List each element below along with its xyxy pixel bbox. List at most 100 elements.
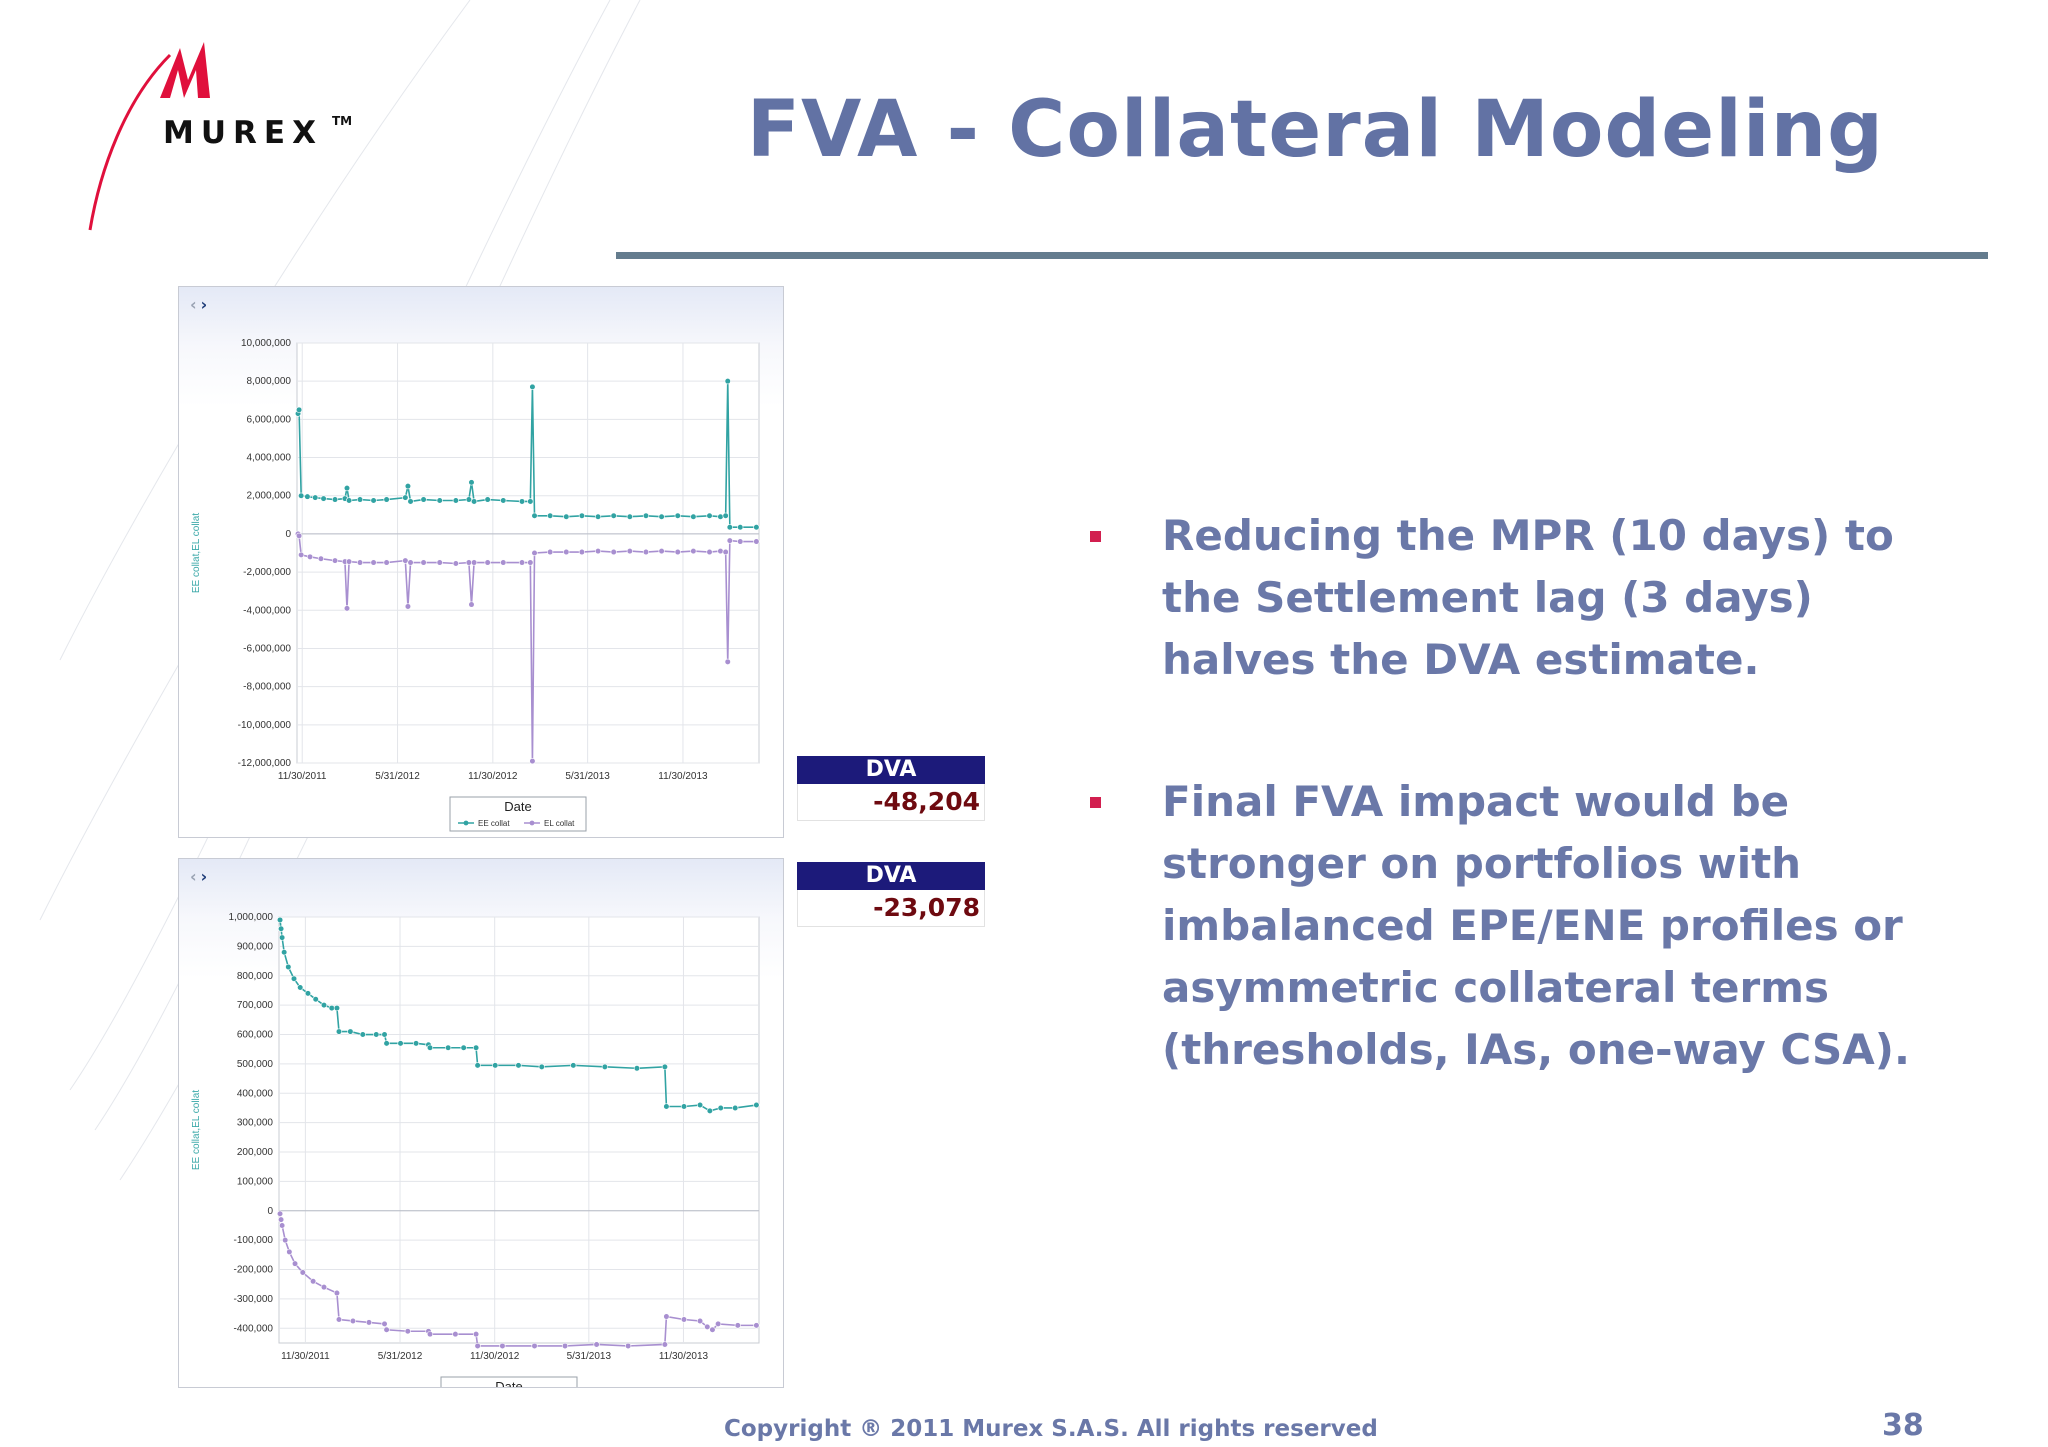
data-point [276, 916, 284, 924]
data-point [724, 658, 731, 665]
chevron-right-icon[interactable]: › [200, 867, 208, 886]
data-point [299, 1269, 306, 1276]
data-point [285, 963, 292, 971]
dva-value: -48,204 [797, 784, 985, 821]
data-point [465, 496, 472, 503]
y-tick-label: -6,000,000 [243, 643, 291, 654]
data-point [426, 1044, 434, 1051]
data-point [383, 559, 390, 566]
bullet-item: Final FVA impact would be stronger on po… [1090, 771, 1930, 1081]
data-point [383, 1040, 390, 1047]
data-point [531, 1342, 538, 1350]
y-tick-label: 400,000 [237, 1088, 274, 1099]
data-point [402, 494, 409, 501]
title-divider [616, 252, 1988, 259]
data-point [706, 512, 713, 519]
data-point [563, 548, 570, 556]
x-tick-label: 5/31/2012 [378, 1351, 423, 1362]
data-point [373, 1031, 380, 1038]
data-point [561, 1342, 569, 1350]
y-tick-label: 6,000,000 [247, 414, 292, 425]
y-axis-label: EE collat,EL collat [191, 513, 202, 593]
chevron-left-icon[interactable]: ‹ [190, 295, 197, 314]
data-point [370, 559, 377, 566]
data-point [320, 1002, 328, 1009]
data-point [404, 483, 412, 490]
data-point [328, 1004, 335, 1012]
data-point [658, 513, 665, 520]
y-tick-label: -8,000,000 [243, 682, 291, 693]
chevron-right-icon[interactable]: › [200, 295, 208, 314]
data-point [436, 497, 443, 504]
data-point [370, 497, 377, 504]
data-point [500, 559, 507, 566]
data-point [279, 934, 286, 941]
data-point [286, 1248, 293, 1256]
data-point [407, 498, 414, 505]
data-point [381, 1320, 388, 1328]
data-point [527, 559, 534, 566]
data-point [722, 512, 729, 519]
data-point [663, 1313, 670, 1320]
chart-nav: ‹ › [190, 867, 207, 886]
chart-panel-settlement-lag-3-days: ‹ › 1,000,000 900,000 800,000 700,000 600,000… [178, 858, 784, 1388]
data-point [279, 1222, 286, 1229]
data-point [610, 512, 617, 519]
data-point [706, 548, 713, 556]
data-point [570, 1062, 577, 1069]
data-point [753, 524, 760, 531]
data-point [356, 496, 364, 503]
data-point [484, 559, 491, 566]
data-point [661, 1063, 668, 1070]
data-point [674, 548, 681, 556]
data-point [470, 498, 478, 505]
data-point [426, 1331, 434, 1338]
y-axis-label: EE collat,EL collat [191, 1090, 202, 1170]
data-point [345, 558, 353, 565]
y-tick-label: 700,000 [237, 1000, 274, 1011]
data-point [468, 479, 475, 486]
data-point [298, 492, 305, 499]
murex-logo-icon [88, 42, 210, 231]
data-point [626, 513, 633, 520]
data-point [335, 1028, 343, 1035]
data-point [753, 1101, 760, 1109]
data-point [472, 1331, 480, 1338]
data-point [529, 383, 536, 391]
y-tick-label: 600,000 [237, 1030, 274, 1041]
data-point [359, 1031, 366, 1038]
data-point [753, 1322, 760, 1329]
data-point [460, 1044, 467, 1051]
y-tick-label: 500,000 [237, 1059, 274, 1070]
logo-text: MUREX [163, 115, 323, 151]
data-point [320, 495, 327, 502]
data-point [465, 559, 472, 566]
data-point [347, 1028, 354, 1035]
x-tick-label: 5/31/2013 [567, 1351, 612, 1362]
bullet-text: Final FVA impact would be stronger on po… [1162, 777, 1910, 1074]
data-point [356, 559, 364, 566]
x-tick-label: 11/30/2011 [278, 771, 327, 782]
y-tick-label: 200,000 [237, 1147, 274, 1158]
x-tick-label: 5/31/2013 [565, 771, 610, 782]
data-point [436, 559, 443, 566]
x-tick-label: 11/30/2012 [470, 1351, 520, 1362]
data-point [277, 1216, 285, 1223]
data-point [610, 548, 617, 556]
data-point [333, 1289, 341, 1297]
data-point [680, 1103, 688, 1110]
copyright-footer: Copyright ® 2011 Murex S.A.S. All rights… [724, 1416, 1378, 1442]
data-point [474, 1342, 481, 1350]
chevron-left-icon[interactable]: ‹ [190, 867, 197, 886]
data-point [474, 1062, 481, 1069]
y-tick-label: -100,000 [234, 1235, 274, 1246]
data-point [333, 1004, 341, 1012]
y-tick-label: 0 [285, 529, 291, 540]
data-point [594, 513, 602, 520]
x-tick-label: 11/30/2013 [658, 771, 708, 782]
data-point [452, 1331, 459, 1338]
data-point [402, 557, 409, 564]
data-point [663, 1103, 670, 1110]
y-tick-label: 300,000 [237, 1118, 274, 1129]
data-point [381, 1031, 388, 1038]
